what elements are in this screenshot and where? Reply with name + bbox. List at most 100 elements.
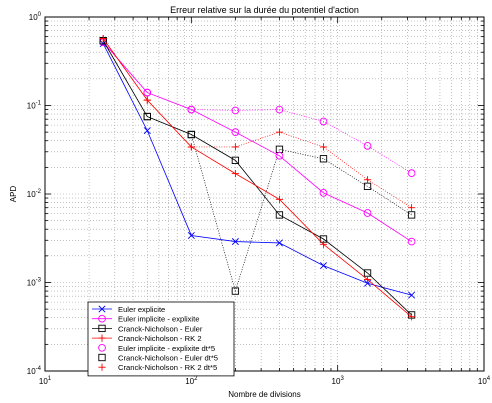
- marker-x-stroke: [231, 238, 239, 246]
- marker-plus: [98, 363, 106, 371]
- legend-label: Cranck-Nicholson - Euler: [118, 324, 203, 333]
- tick-exponent: -2: [36, 189, 42, 195]
- data-point: [319, 262, 328, 270]
- data-point: [319, 143, 328, 151]
- legend-label: Euler implicite - explixite: [118, 315, 199, 324]
- tick-exponent: 0: [38, 12, 42, 18]
- tick-base: 10: [27, 279, 36, 288]
- y-axis-label: APD: [9, 186, 18, 203]
- data-point: [231, 156, 240, 165]
- data-point: [363, 176, 372, 184]
- marker-x-stroke: [319, 262, 328, 270]
- data-point: [143, 88, 152, 97]
- tick-base: 10: [478, 377, 487, 386]
- marker-circle: [98, 314, 106, 323]
- series-line: [102, 41, 412, 242]
- tick-base: 10: [185, 377, 194, 386]
- tick-exponent: -1: [36, 101, 42, 107]
- data-point: [407, 169, 416, 178]
- legend-entry: Cranck-Nicholson - Euler dt*5: [98, 354, 218, 363]
- data-point: [319, 155, 328, 163]
- data-point: [187, 130, 195, 139]
- tick-exponent: 3: [340, 376, 344, 382]
- legend-label: Cranck-Nicholson - RK 2: [118, 334, 202, 343]
- marker-x: [98, 305, 106, 313]
- data-point: [275, 239, 283, 247]
- marker-x-stroke: [98, 305, 106, 313]
- tick-exponent: 4: [487, 376, 491, 382]
- data-point: [408, 291, 416, 299]
- data-point: [275, 128, 284, 136]
- data-point: [99, 35, 107, 43]
- legend-label: Cranck-Nicholson - RK 2 dt*5: [118, 363, 217, 372]
- tick-base: 10: [29, 13, 38, 22]
- series-4: [99, 35, 416, 321]
- legend-box: [87, 301, 235, 377]
- legend-label: Euler explicite: [118, 305, 165, 314]
- series-line: [102, 38, 412, 209]
- series-7: [99, 35, 416, 212]
- data-point: [407, 313, 416, 321]
- plot-frame: [44, 16, 485, 372]
- marker-circle: [98, 343, 106, 352]
- marker-x-stroke: [408, 291, 416, 299]
- data-point: [231, 287, 240, 295]
- legend-entry: Euler explicite: [92, 305, 165, 314]
- data-point: [187, 231, 195, 239]
- tick-exponent: -4: [36, 366, 42, 372]
- data-point: [275, 211, 284, 219]
- x-tick-label: 101: [39, 376, 52, 386]
- data-point: [275, 195, 284, 203]
- data-point: [143, 112, 151, 121]
- y-tick-label: 10-1: [27, 101, 42, 111]
- chart-title: Erreur relative sur la durée du potentie…: [170, 5, 359, 15]
- legend-label: Euler implicite - explixite dt*5: [118, 344, 215, 353]
- data-point: [231, 238, 239, 246]
- series-2: [99, 38, 416, 246]
- tick-base: 10: [39, 377, 48, 386]
- marker-x-stroke: [143, 127, 151, 135]
- data-point: [143, 96, 151, 104]
- data-point: [319, 117, 328, 126]
- legend-label: Cranck-Nicholson - Euler dt*5: [118, 354, 218, 363]
- data-point: [319, 240, 328, 248]
- data-point: [275, 151, 284, 160]
- tick-exponent: -3: [36, 278, 42, 284]
- series-1: [99, 40, 416, 299]
- y-tick-label: 10-4: [27, 366, 42, 376]
- data-point: [231, 106, 240, 115]
- tick-base: 10: [27, 102, 36, 111]
- legend-entry: Euler implicite - explixite: [92, 315, 199, 324]
- legend-entry: Cranck-Nicholson - RK 2 dt*5: [98, 363, 217, 372]
- series-line: [102, 38, 412, 318]
- tick-base: 10: [27, 367, 36, 376]
- x-axis-label: Nombre de divisions: [228, 390, 300, 399]
- data-point: [143, 127, 151, 135]
- data-point: [231, 143, 239, 151]
- series-line: [102, 43, 412, 296]
- tick-exponent: 2: [194, 376, 198, 382]
- x-tick-label: 103: [332, 376, 345, 386]
- y-tick-label: 100: [29, 12, 42, 22]
- data-point: [407, 237, 416, 246]
- legend-entry: Cranck-Nicholson - RK 2: [92, 334, 202, 343]
- y-tick-label: 10-2: [27, 189, 42, 199]
- data-point: [231, 128, 240, 136]
- tick-base: 10: [332, 377, 341, 386]
- y-tick-label: 10-3: [27, 278, 42, 288]
- series-line: [102, 40, 412, 316]
- data-point: [319, 189, 328, 197]
- marker-x-stroke: [275, 239, 283, 247]
- data-point: [231, 170, 239, 178]
- data-point: [363, 209, 372, 217]
- legend-entry: Euler implicite - explixite dt*5: [98, 343, 215, 353]
- data-point: [363, 275, 372, 284]
- marker-plus: [98, 334, 106, 342]
- tick-base: 10: [27, 190, 36, 199]
- data-point: [407, 211, 416, 219]
- series-line: [102, 40, 412, 293]
- data-point: [187, 143, 195, 151]
- legend-entry: Cranck-Nicholson - Euler: [92, 324, 203, 333]
